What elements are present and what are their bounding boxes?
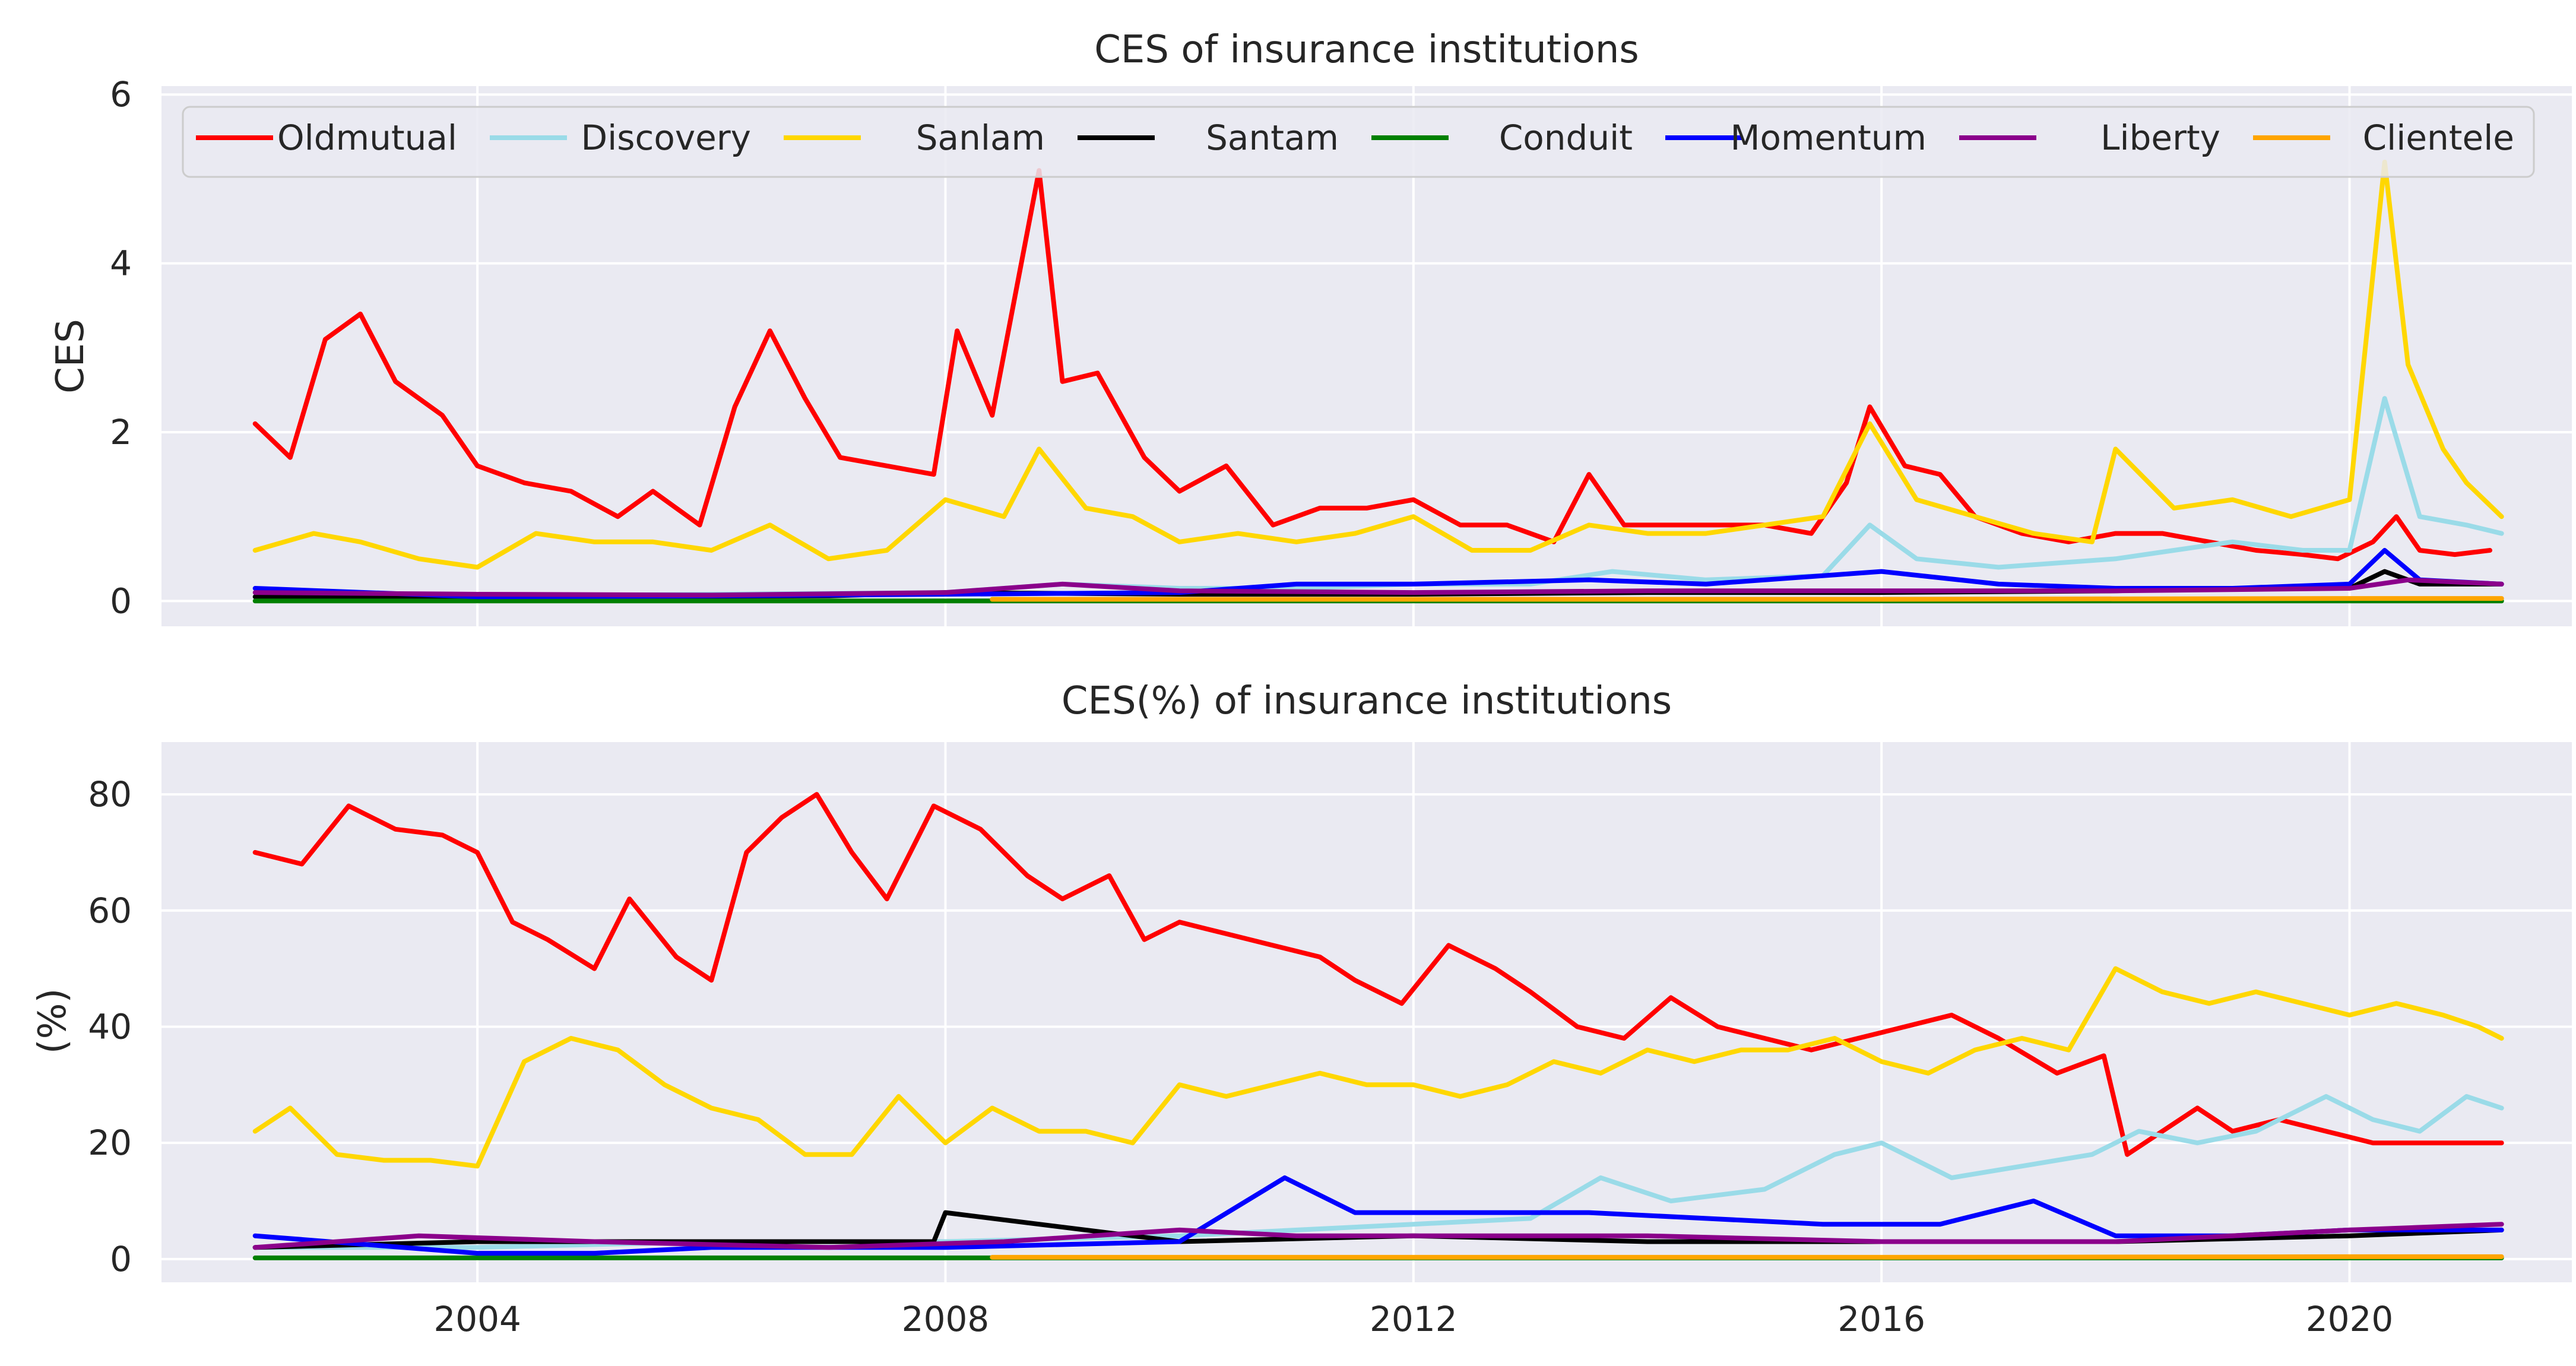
ces-chart-panel: 0 2 4 6 CES of insurance institutions CES O… <box>49 28 2572 626</box>
legend-label-sanlam: Sanlam <box>916 118 1045 158</box>
ces-y-tick-label-4: 4 <box>110 243 132 284</box>
legend-item-oldmutual: Oldmutual <box>196 118 457 158</box>
legend-item-discovery: Discovery <box>490 118 751 158</box>
ces-percent-y-tick-label-0: 0 <box>110 1239 132 1279</box>
ces-series-clientele <box>990 596 2504 602</box>
legend-item-liberty: Liberty <box>1959 118 2220 158</box>
ces-percent-series-discovery <box>252 1094 2504 1250</box>
ces-percent-y-axis-label: (%) <box>31 988 75 1054</box>
ces-percent-series-oldmutual <box>252 792 2504 1157</box>
ces-percent-y-tick-label-80: 80 <box>88 774 132 814</box>
ces-percent-chart-title: CES(%) of insurance institutions <box>1062 679 1672 723</box>
legend-label-conduit: Conduit <box>1499 118 1633 158</box>
legend-item-clientele: Clientele <box>2253 118 2514 158</box>
ces-percent-chart-panel: 0 20 40 60 80 2004 2008 2012 2016 2020 CES(%) of… <box>31 679 2572 1339</box>
ces-percent-series-momentum <box>252 1175 2504 1256</box>
ces-percent-y-tick-label-20: 20 <box>88 1123 132 1163</box>
legend-box <box>182 106 2535 178</box>
ces-y-tick-label-2: 2 <box>110 412 132 452</box>
legend-label-clientele: Clientele <box>2363 118 2514 158</box>
ces-y-ticks: 0 2 4 6 <box>110 74 132 621</box>
ces-percent-series-liberty <box>252 1222 2504 1250</box>
ces-percent-plot-area <box>161 742 2572 1282</box>
ces-percent-series-lines <box>252 792 2504 1260</box>
x-tick-label-2008: 2008 <box>902 1299 990 1339</box>
x-tick-label-2020: 2020 <box>2306 1299 2394 1339</box>
legend-label-momentum: Momentum <box>1731 118 1927 158</box>
legend: Oldmutual Discovery Sanlam Santam Conduit Mom… <box>182 106 2535 178</box>
legend-item-momentum: Momentum <box>1665 118 1927 158</box>
x-tick-label-2012: 2012 <box>1370 1299 1457 1339</box>
ces-series-oldmutual <box>252 168 2492 562</box>
x-tick-label-2016: 2016 <box>1837 1299 1925 1339</box>
legend-label-santam: Santam <box>1206 118 1339 158</box>
ces-series-liberty <box>252 577 2504 598</box>
ces-chart-title: CES of insurance institutions <box>1094 28 1639 72</box>
legend-label-discovery: Discovery <box>581 118 751 158</box>
legend-item-conduit: Conduit <box>1371 118 1633 158</box>
legend-item-sanlam: Sanlam <box>784 118 1045 158</box>
ces-percent-y-tick-label-60: 60 <box>88 890 132 931</box>
ces-y-tick-label-6: 6 <box>110 74 132 115</box>
legend-items: Oldmutual Discovery Sanlam Santam Conduit Mom… <box>196 118 2514 158</box>
ces-y-axis-label: CES <box>49 319 93 394</box>
ces-series-sanlam <box>252 160 2504 570</box>
ces-percent-y-ticks: 0 20 40 60 80 <box>88 774 132 1279</box>
ces-percent-series-sanlam <box>252 966 2504 1169</box>
ces-percent-y-tick-label-40: 40 <box>88 1006 132 1047</box>
x-ticks: 2004 2008 2012 2016 2020 <box>433 1299 2393 1339</box>
legend-item-santam: Santam <box>1078 118 1339 158</box>
ces-y-tick-label-0: 0 <box>110 581 132 621</box>
legend-label-liberty: Liberty <box>2100 118 2220 158</box>
x-tick-label-2004: 2004 <box>433 1299 521 1339</box>
legend-label-oldmutual: Oldmutual <box>277 118 457 158</box>
ces-series-lines <box>252 160 2504 604</box>
